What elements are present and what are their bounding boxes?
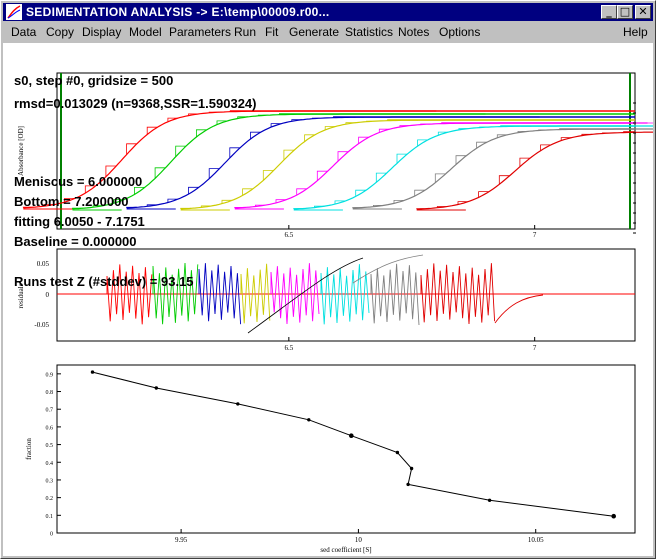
res-xtick-label-7: 7 — [533, 344, 537, 352]
minimize-button[interactable]: _ — [601, 5, 617, 19]
distribution-point — [409, 466, 414, 471]
abs-xtick-label-6.5: 6.5 — [284, 231, 293, 239]
window-title: SEDIMENTATION ANALYSIS -> E:\temp\00009.… — [26, 5, 330, 19]
scan-fit-4 — [180, 119, 594, 210]
residual-ytick-label: 0 — [46, 291, 50, 299]
menu-model[interactable]: Model — [129, 25, 162, 39]
residuals-scan-8 — [420, 263, 496, 325]
scan-fit-6 — [293, 125, 653, 210]
distribution-point — [154, 386, 158, 390]
scan-data-4 — [180, 119, 604, 209]
menu-generate[interactable]: Generate — [289, 25, 340, 39]
dist-ytick-label: 0.5 — [46, 443, 54, 449]
distribution-frame — [56, 364, 636, 534]
dist-ytick-label: 0.9 — [46, 372, 54, 378]
distribution-line — [92, 371, 614, 517]
residuals-scan-5 — [270, 263, 320, 325]
res-xtick-label-6.5: 6.5 — [284, 344, 293, 352]
distribution-point — [307, 418, 311, 422]
menu-run[interactable]: Run — [234, 25, 257, 39]
status-meniscus: Meniscus = 6.000000 — [14, 174, 143, 189]
scan-fit-2 — [72, 113, 486, 210]
app-icon[interactable] — [6, 4, 22, 20]
scan-data-6 — [293, 125, 653, 209]
menu-parameters[interactable]: Parameters — [169, 25, 232, 39]
dist-xtick-label: 9.95 — [175, 536, 188, 544]
absorbance-frame — [56, 72, 636, 230]
distribution-point — [611, 513, 616, 519]
residuals-scan-1 — [106, 264, 153, 325]
dist-xlabel: sed coefficient [S] — [320, 546, 371, 554]
menu-copy[interactable]: Copy — [46, 25, 75, 39]
residuals-scan-3 — [198, 263, 242, 325]
residuals-frame — [56, 248, 636, 342]
menu-notes[interactable]: Notes — [398, 25, 430, 39]
distribution-point — [406, 482, 410, 487]
residual-tail-red — [494, 294, 544, 324]
residuals-ylabel: residuals — [17, 283, 25, 308]
dist-ytick-label: 0.8 — [46, 390, 54, 396]
distribution-point — [236, 402, 240, 406]
scan-data-2 — [72, 113, 496, 209]
status-rmsd: rmsd=0.013029 (n=9368,SSR=1.590324) — [14, 96, 257, 111]
scan-fit-8 — [416, 131, 653, 210]
scan-fit-7 — [352, 128, 653, 209]
status-runs-test: Runs test Z (#stddev) = 93.15 — [14, 274, 194, 289]
distribution-point — [90, 370, 95, 374]
residuals-scan-7 — [370, 263, 420, 326]
plots-canvas: Absorbance [OD] 6.5 7 residuals 0.05 0 -0.05 6.… — [17, 72, 653, 554]
menu-fit[interactable]: Fit — [265, 25, 279, 39]
status-bottom: Bottom = 7.200000 — [14, 194, 129, 209]
dist-ytick-label: 0.6 — [46, 425, 54, 431]
dist-ytick-label: 0 — [50, 532, 53, 538]
residual-tail-gray — [352, 254, 424, 284]
dist-xtick-label: 10.05 — [528, 536, 544, 544]
residuals-scan-6 — [320, 264, 370, 325]
dist-ytick-label: 0.2 — [46, 496, 54, 502]
residual-tail-black — [247, 257, 364, 334]
residuals-scan-4 — [240, 263, 271, 324]
residual-ytick-label: -0.05 — [34, 321, 49, 329]
scan-fit-5 — [234, 122, 648, 209]
dist-ytick-label: 0.7 — [46, 408, 54, 414]
dist-ytick-label: 0.4 — [46, 461, 54, 467]
status-baseline: Baseline = 0.000000 — [14, 234, 137, 249]
scan-data-3 — [126, 116, 550, 208]
residual-ytick-label: 0.05 — [37, 260, 50, 268]
menu-data[interactable]: Data — [11, 25, 37, 39]
scan-data-8 — [416, 131, 653, 210]
scan-fit-3 — [126, 116, 540, 209]
residuals-scan-2 — [152, 262, 199, 325]
close-button[interactable]: ✕ — [635, 5, 651, 19]
status-fitting: fitting 6.0050 - 7.1751 — [14, 214, 145, 229]
menu-help[interactable]: Help — [623, 25, 648, 39]
dist-ytick-label: 0.1 — [46, 514, 54, 520]
dist-ylabel: fraction — [25, 438, 33, 460]
dist-ytick-label: 0.3 — [46, 478, 54, 484]
status-step: s0, step #0, gridsize = 500 — [14, 73, 174, 88]
dist-xtick-label: 10 — [355, 536, 363, 544]
menu-bar: Data Copy Display Model Parameters Run F… — [3, 22, 653, 42]
abs-xtick-label-7: 7 — [533, 231, 537, 239]
distribution-point — [395, 450, 400, 455]
absorbance-ylabel: Absorbance [OD] — [17, 126, 25, 176]
plot-area: Absorbance [OD] 6.5 7 residuals 0.05 0 -0.05 6.… — [3, 43, 653, 556]
maximize-button[interactable]: □ — [617, 5, 633, 19]
distribution-point — [349, 433, 354, 439]
menu-statistics[interactable]: Statistics — [345, 25, 394, 39]
title-bar[interactable]: SEDIMENTATION ANALYSIS -> E:\temp\00009.… — [3, 3, 653, 21]
distribution-point — [487, 498, 492, 502]
menu-display[interactable]: Display — [82, 25, 122, 39]
menu-options[interactable]: Options — [439, 25, 481, 39]
scan-data-7 — [352, 128, 653, 209]
